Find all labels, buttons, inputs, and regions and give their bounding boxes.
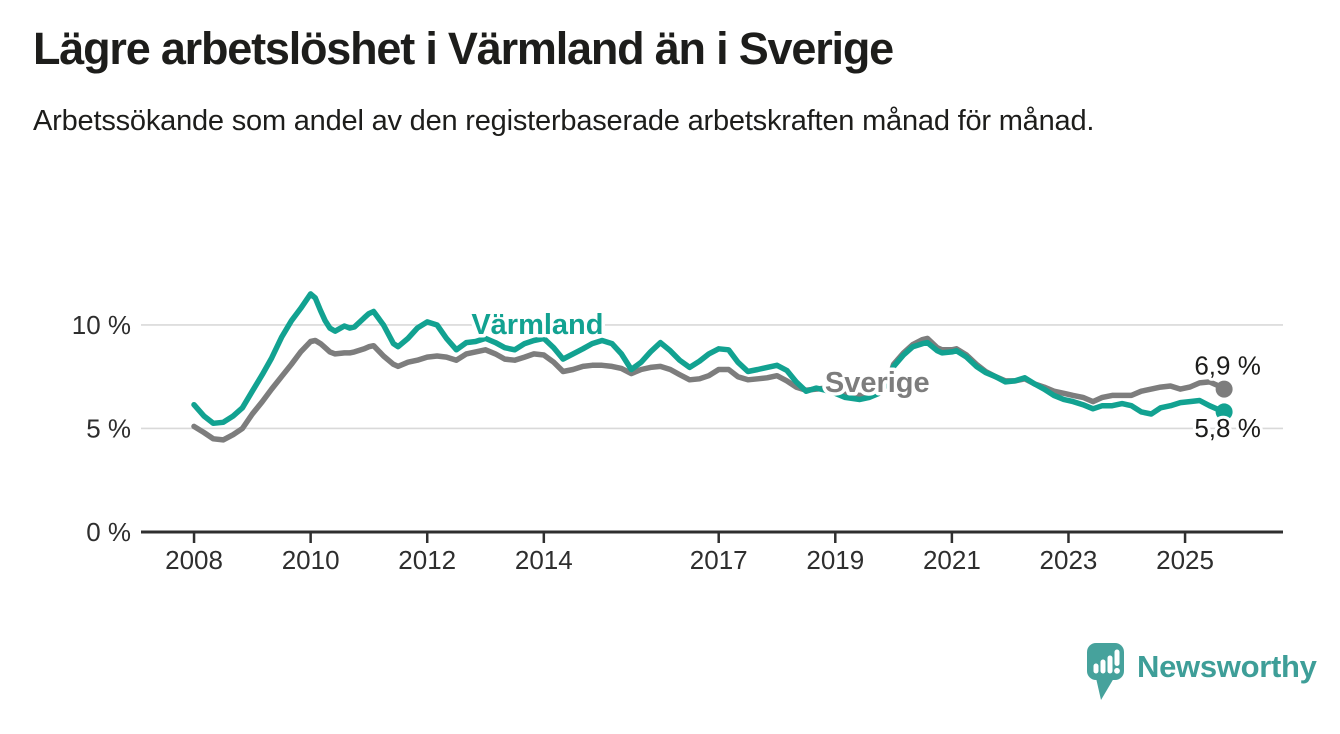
page-subtitle: Arbetssökande som andel av den registerb… — [33, 104, 1095, 137]
vrmland-end-value-label: 5,8 % — [1194, 413, 1261, 443]
sverige-end-value-label: 6,9 % — [1194, 351, 1261, 381]
newsworthy-logo: Newsworthy — [1086, 642, 1317, 702]
x-tick-label: 2017 — [690, 545, 748, 575]
vrmland-series-label: Värmland — [471, 309, 603, 341]
y-tick-label: 10 % — [72, 310, 131, 340]
x-tick-label: 2014 — [515, 545, 573, 575]
chart-header: Lägre arbetslöshet i Värmland än i Sveri… — [33, 24, 1313, 140]
x-tick-label: 2019 — [806, 545, 864, 575]
vrmland-end-dot — [1215, 403, 1233, 421]
y-tick-label: 5 % — [86, 413, 131, 443]
vrmland-line — [191, 291, 1227, 427]
page-title: Lägre arbetslöshet i Värmland än i Sveri… — [33, 23, 894, 74]
x-tick-label: 2012 — [398, 545, 456, 575]
x-tick-label: 2010 — [282, 545, 340, 575]
x-tick-label: 2025 — [1156, 545, 1214, 575]
newsworthy-chart-bubble-icon — [1087, 643, 1124, 700]
y-tick-label: 0 % — [86, 517, 131, 547]
sverige-series-label: Sverige — [825, 367, 930, 399]
brand-name: Newsworthy — [1137, 649, 1317, 684]
x-tick-label: 2023 — [1040, 545, 1098, 575]
x-tick-label: 2008 — [165, 545, 223, 575]
x-tick-label: 2021 — [923, 545, 981, 575]
sverige-end-dot — [1215, 380, 1233, 398]
